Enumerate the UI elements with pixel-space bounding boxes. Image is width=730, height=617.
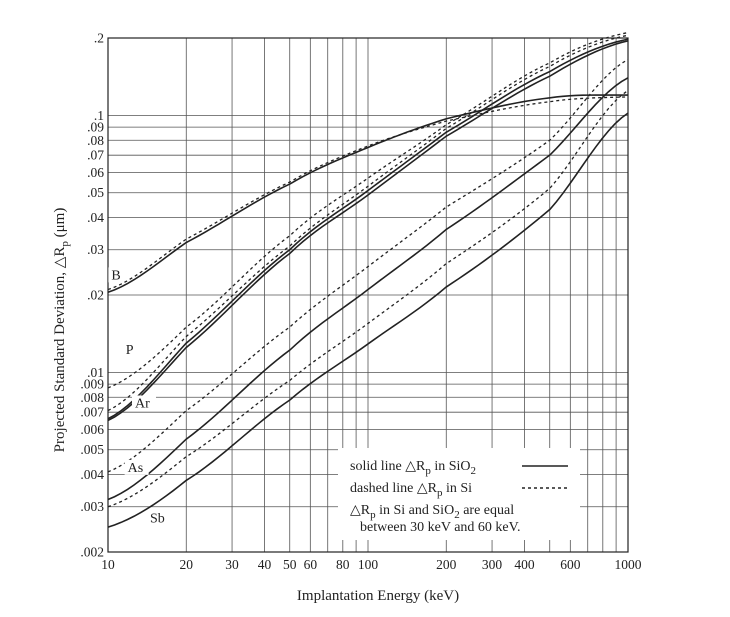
x-tick-label: 10 [101,557,115,572]
x-tick-label: 300 [482,557,503,572]
curve-label-as: As [128,461,144,476]
curve-label-bg [124,459,149,475]
y-tick-label: .007 [80,405,104,420]
y-tick-label: .002 [80,545,104,560]
y-tick-label: .006 [80,422,104,437]
series-p-si-dashed [107,31,629,389]
legend-note-line2: between 30 keV and 60 keV. [360,520,520,535]
y-tick-label: .08 [87,133,104,148]
y-tick-label: .1 [94,108,104,123]
curve-label-bg [122,341,138,357]
x-tick-label: 50 [283,557,297,572]
x-tick-label: 200 [436,557,457,572]
curve-label-b: B [111,268,120,283]
y-axis-tick-labels: .2 .1.09.08.07 .06 .05 .04 .03 .02 .01.009.008.… [80,31,104,560]
y-tick-label: .02 [87,288,104,303]
y-axis-label: Projected Standard Deviation, △Rp (μm) [52,208,71,453]
y-tick-label: .2 [94,31,104,46]
series-as-si-dashed [107,58,629,473]
series-b-sio2-solid [107,94,629,293]
y-tick-label: .005 [80,442,104,457]
y-tick-label: .07 [87,148,104,163]
series-group [107,31,629,528]
y-tick-label: .009 [80,377,104,392]
y-tick-label: .008 [80,390,104,405]
legend: solid line △Rp in SiO2 dashed line △Rp i… [338,448,580,540]
x-axis-label: Implantation Energy (keV) [297,588,459,604]
plot-frame [107,37,629,553]
series-ar-sio2-solid [107,40,629,422]
y-tick-label: .003 [80,499,104,514]
series-as-sio2-solid [107,77,629,501]
series-sb-si-dashed [107,89,629,508]
y-tick-label: .03 [87,242,104,257]
x-tick-label: 600 [560,557,581,572]
series-p-sio2-solid [107,38,629,420]
curve-label-sb: Sb [150,512,165,527]
x-tick-label: 100 [358,557,379,572]
x-axis-tick-labels: 10 20 30 40 50 60 80 100 200 300 400 600 1000 [101,557,642,572]
x-tick-label: 80 [336,557,350,572]
legend-box [338,448,580,540]
curve-label-ar: Ar [135,396,150,411]
x-tick-label: 60 [304,557,318,572]
x-tick-label: 30 [225,557,239,572]
curve-label-bg [131,395,156,411]
x-tick-label: 1000 [615,557,642,572]
legend-note-line1: △Rp in Si and SiO2 are equal [350,503,514,521]
y-tick-label: .09 [87,120,104,135]
curve-label-bg [108,267,124,283]
series-ar-si-dashed [107,34,629,412]
series-sb-sio2-solid [107,112,629,528]
y-tick-label: .06 [87,165,104,180]
y-tick-label: .004 [80,467,104,482]
curve-label-p: P [126,343,134,358]
curve-label-bg [146,510,171,526]
legend-dashed-text: dashed line △Rp in Si [350,481,472,499]
x-tick-label: 400 [514,557,535,572]
legend-solid-text: solid line △Rp in SiO2 [350,459,476,477]
y-tick-label: .04 [87,210,104,225]
y-tick-label: .05 [87,185,104,200]
y-tick-label: .01 [87,365,104,380]
x-tick-label: 40 [258,557,272,572]
curve-labels: B P Ar As Sb [108,267,171,527]
series-b-si-dashed [107,96,629,291]
x-tick-label: 20 [180,557,194,572]
